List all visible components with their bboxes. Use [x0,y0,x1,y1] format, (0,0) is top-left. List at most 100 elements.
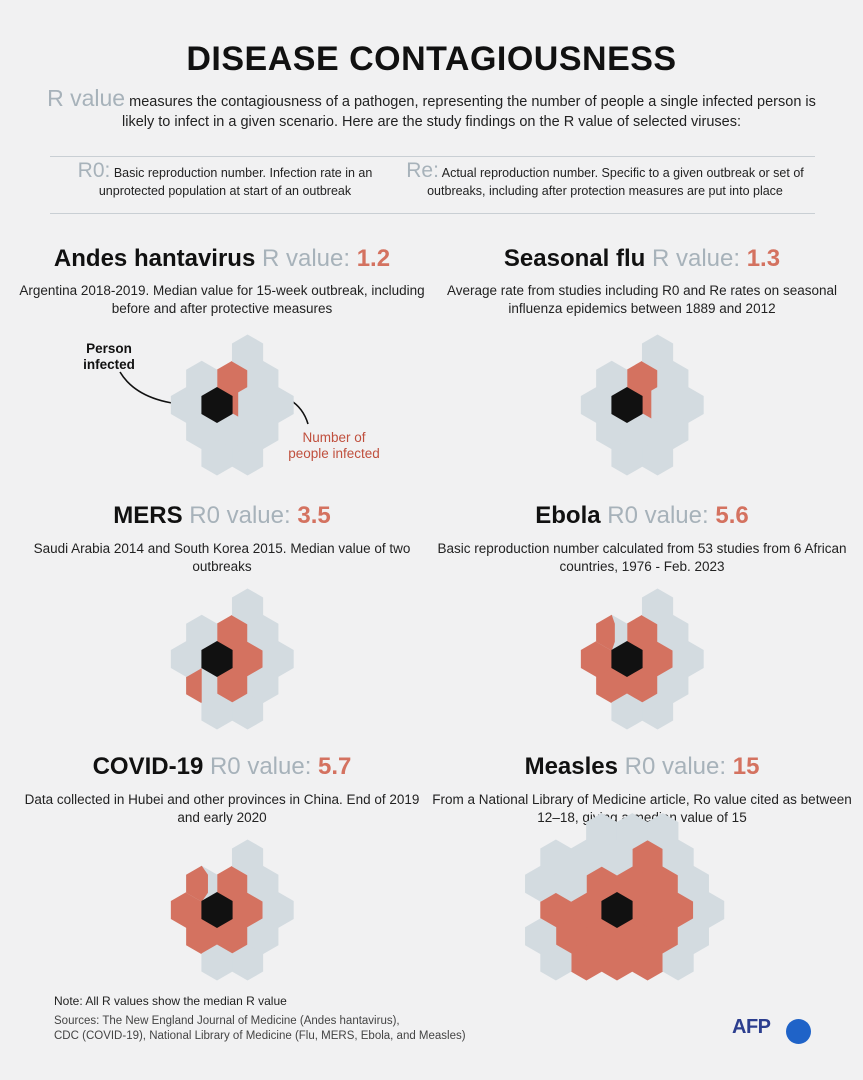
uninfected-hexagon [657,667,689,704]
uninfected-hexagon [247,360,279,397]
sources-line: CDC (COVID-19), National Library of Medi… [54,1030,466,1042]
virus-name: Andes hantavirus [53,245,256,272]
infected-hexagon [631,892,664,928]
patient-zero-hexagon [201,892,233,928]
divider-top [50,156,815,157]
patient-zero-hexagon [201,641,233,677]
definition-r0: R0: Basic reproduction number. Infection… [60,160,390,200]
afp-logo-dot [786,1019,811,1044]
infected-hexagon [641,641,674,677]
uninfected-hexagon [641,588,674,625]
uninfected-hexagon [247,614,279,651]
infected-hexagon [570,944,603,981]
uninfected-hexagon [231,944,264,981]
definition-text: Actual reproduction number. Specific to … [427,166,804,198]
partial-infected-hexagon [641,387,652,423]
uninfected-hexagon [611,439,643,476]
uninfected-hexagon [677,918,709,955]
virus-description: Data collected in Hubei and other provin… [24,792,420,825]
virus-description: Argentina 2018-2019. Median value for 15… [19,283,425,316]
infected-hexagon [601,944,633,981]
infected-hexagon [626,614,658,651]
infected-hexagon [540,892,572,928]
r-label: R0 value: [607,502,709,529]
uninfected-hexagon [626,413,658,450]
uninfected-hexagon [201,693,233,730]
afp-logo: AFP [732,1016,771,1038]
infected-hexagon [626,667,658,704]
virus-heading: Seasonal flu R value: 1.3 [432,245,852,273]
partial-infected-hexagon [596,614,615,651]
infected-hexagon [626,360,658,397]
uninfected-hexagon [657,413,689,450]
infected-hexagon [596,667,628,704]
infected-hexagon [647,918,679,955]
r-value: 1.2 [356,245,391,272]
infected-hexagon [570,892,603,928]
infected-hexagon [231,641,264,677]
partial-infected-hexagon [231,387,239,423]
uninfected-hexagon [247,667,279,704]
infected-hexagon [662,892,694,928]
uninfected-hexagon [580,387,613,423]
virus-name: COVID-19 [92,753,204,780]
uninfected-hexagon [641,439,674,476]
infected-hexagon [231,892,264,928]
uninfected-hexagon [201,439,233,476]
r-value: 15 [732,753,760,780]
virus-description: Average rate from studies including R0 a… [447,283,837,316]
uninfected-hexagon [641,334,674,371]
uninfected-hexagon [641,693,674,730]
uninfected-hexagon [262,641,294,677]
footer-sources: Sources: The New England Journal of Medi… [54,1014,574,1044]
r-label: R value: [651,245,741,272]
sources-line: Sources: The New England Journal of Medi… [54,1015,400,1027]
infected-hexagon [631,944,664,981]
r-label: R value: [261,245,351,272]
virus-name: MERS [113,502,183,529]
uninfected-hexagon [201,944,233,981]
uninfected-hexagon [540,944,572,981]
uninfected-hexagon [262,387,294,423]
r-value: 1.3 [746,245,781,272]
infected-hexagon [586,918,618,955]
intro-text: R value measures the contagiousness of a… [40,87,823,132]
page-title: DISEASE CONTAGIOUSNESS [186,40,677,78]
uninfected-hexagon [662,944,694,981]
patient-zero-hexagon [601,892,633,928]
uninfected-hexagon [231,839,264,876]
infected-hexagon [170,892,203,928]
infected-hexagon [586,865,618,902]
uninfected-hexagon [247,918,279,955]
r-label: R0 value: [624,753,727,780]
uninfected-hexagon [525,865,557,902]
virus-heading: Andes hantavirus R value: 1.2 [12,245,432,273]
uninfected-hexagon [596,360,628,397]
patient-zero-hexagon [201,387,233,423]
virus-heading: MERS R0 value: 3.5 [12,502,432,530]
uninfected-hexagon [170,387,203,423]
uninfected-hexagon [231,334,264,371]
infected-hexagon [616,865,648,902]
infected-hexagon [647,865,679,902]
infected-hexagon [631,839,664,876]
virus-heading: Ebola R0 value: 5.6 [432,502,852,530]
intro-body: measures the contagiousness of a pathoge… [122,94,816,130]
uninfected-hexagon [231,693,264,730]
r-value: 3.5 [297,502,331,529]
r-value: 5.6 [715,502,749,529]
virus-heading: COVID-19 R0 value: 5.7 [12,753,432,781]
patient-zero-hexagon [611,387,643,423]
uninfected-hexagon [647,813,679,850]
uninfected-hexagon [170,641,203,677]
virus-heading: Measles R0 value: 15 [432,753,852,781]
patient-zero-hexagon [611,641,643,677]
infected-hexagon [216,667,248,704]
uninfected-hexagon [611,693,643,730]
infected-hexagon [580,641,613,677]
uninfected-hexagon [657,614,689,651]
divider-bottom [50,213,815,214]
virus-description: Basic reproduction number calculated fro… [437,541,847,574]
footer-note: Note: All R values show the median R val… [54,994,287,1008]
virus-description: Saudi Arabia 2014 and South Korea 2015. … [33,541,411,574]
